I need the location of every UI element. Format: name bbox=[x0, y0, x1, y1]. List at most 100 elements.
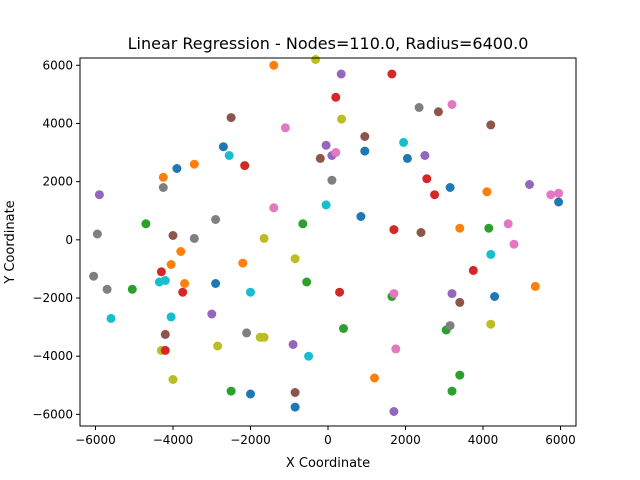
data-point bbox=[160, 345, 170, 355]
data-point bbox=[430, 190, 440, 200]
data-point bbox=[525, 180, 534, 189]
x-tick-label: 2000 bbox=[390, 433, 421, 447]
data-point bbox=[484, 223, 494, 233]
data-point bbox=[224, 151, 234, 160]
x-tick-label: −4000 bbox=[153, 433, 194, 447]
chart-title: Linear Regression - Nodes=110.0, Radius=… bbox=[128, 34, 529, 53]
data-point bbox=[402, 153, 412, 163]
data-point bbox=[447, 386, 457, 396]
data-point bbox=[304, 351, 314, 361]
data-point bbox=[455, 370, 465, 380]
data-point bbox=[211, 215, 221, 224]
data-point bbox=[420, 151, 430, 160]
data-point bbox=[336, 69, 346, 79]
data-point bbox=[360, 146, 370, 156]
data-point bbox=[389, 289, 399, 299]
data-point bbox=[302, 277, 312, 287]
data-point bbox=[160, 329, 170, 339]
data-point bbox=[356, 212, 366, 221]
x-tick-label: 0 bbox=[324, 433, 332, 447]
data-point bbox=[414, 103, 424, 112]
data-point bbox=[240, 161, 250, 171]
data-point bbox=[389, 225, 399, 235]
data-point bbox=[102, 284, 112, 294]
data-point bbox=[311, 55, 321, 64]
data-point bbox=[455, 223, 465, 233]
x-axis-ticks: −6000 −4000 −2000 0 2000 4000 6000 bbox=[75, 426, 576, 447]
data-point bbox=[554, 188, 564, 198]
data-point bbox=[213, 341, 223, 351]
data-point bbox=[337, 114, 347, 124]
data-point bbox=[92, 229, 102, 239]
data-point bbox=[315, 153, 325, 163]
data-point bbox=[246, 287, 255, 297]
data-point bbox=[168, 375, 178, 384]
data-point bbox=[339, 324, 348, 333]
data-point bbox=[290, 402, 300, 412]
data-point bbox=[298, 219, 308, 229]
data-point bbox=[259, 332, 269, 342]
data-point bbox=[141, 219, 151, 229]
y-tick-label: −2000 bbox=[32, 291, 73, 305]
data-point bbox=[180, 279, 190, 288]
data-point bbox=[158, 183, 168, 192]
x-axis-label: X Coordinate bbox=[286, 456, 370, 471]
y-axis-ticks: −6000 −4000 −2000 0 2000 4000 6000 bbox=[32, 58, 80, 421]
data-point bbox=[269, 60, 279, 70]
data-point bbox=[290, 388, 300, 397]
y-tick-label: −6000 bbox=[32, 407, 73, 421]
data-point bbox=[172, 164, 182, 173]
y-tick-label: −4000 bbox=[32, 349, 73, 363]
data-point bbox=[486, 319, 496, 329]
x-tick-label: 4000 bbox=[468, 433, 499, 447]
data-point bbox=[89, 271, 99, 281]
data-point bbox=[546, 190, 556, 200]
data-point bbox=[176, 247, 186, 256]
data-point bbox=[288, 340, 298, 349]
data-point bbox=[509, 239, 519, 249]
y-tick-label: 4000 bbox=[42, 116, 73, 130]
data-point bbox=[331, 148, 341, 157]
data-point bbox=[482, 187, 492, 197]
data-point bbox=[246, 389, 255, 399]
x-tick-label: −2000 bbox=[230, 433, 271, 447]
data-point bbox=[455, 297, 465, 307]
data-point bbox=[391, 344, 401, 354]
data-point bbox=[242, 328, 252, 338]
data-point bbox=[168, 231, 178, 240]
data-point bbox=[486, 249, 496, 259]
data-point bbox=[280, 123, 290, 133]
data-point bbox=[106, 313, 116, 323]
data-point bbox=[447, 100, 457, 109]
data-point bbox=[360, 132, 370, 141]
data-point bbox=[447, 289, 457, 299]
y-axis-label: Y Coordinate bbox=[3, 200, 18, 284]
data-point bbox=[207, 309, 217, 319]
data-point bbox=[433, 107, 443, 117]
data-point bbox=[226, 113, 236, 123]
data-point bbox=[211, 279, 221, 288]
data-point bbox=[445, 321, 455, 331]
data-point bbox=[259, 233, 269, 243]
data-point bbox=[189, 159, 199, 169]
data-point bbox=[370, 373, 379, 383]
data-point bbox=[530, 281, 540, 291]
y-tick-label: 2000 bbox=[42, 175, 73, 189]
data-point bbox=[166, 312, 176, 322]
data-point bbox=[218, 142, 228, 152]
x-tick-label: 6000 bbox=[545, 433, 576, 447]
y-tick-label: 6000 bbox=[42, 58, 73, 72]
data-point bbox=[127, 284, 137, 294]
data-point bbox=[468, 265, 478, 275]
data-point bbox=[290, 254, 300, 264]
data-point bbox=[321, 200, 331, 210]
data-point bbox=[189, 233, 199, 243]
data-point bbox=[503, 219, 513, 229]
data-point bbox=[94, 190, 104, 200]
data-points bbox=[89, 55, 564, 416]
data-point bbox=[226, 386, 236, 396]
data-point bbox=[554, 197, 564, 207]
data-point bbox=[178, 287, 188, 297]
